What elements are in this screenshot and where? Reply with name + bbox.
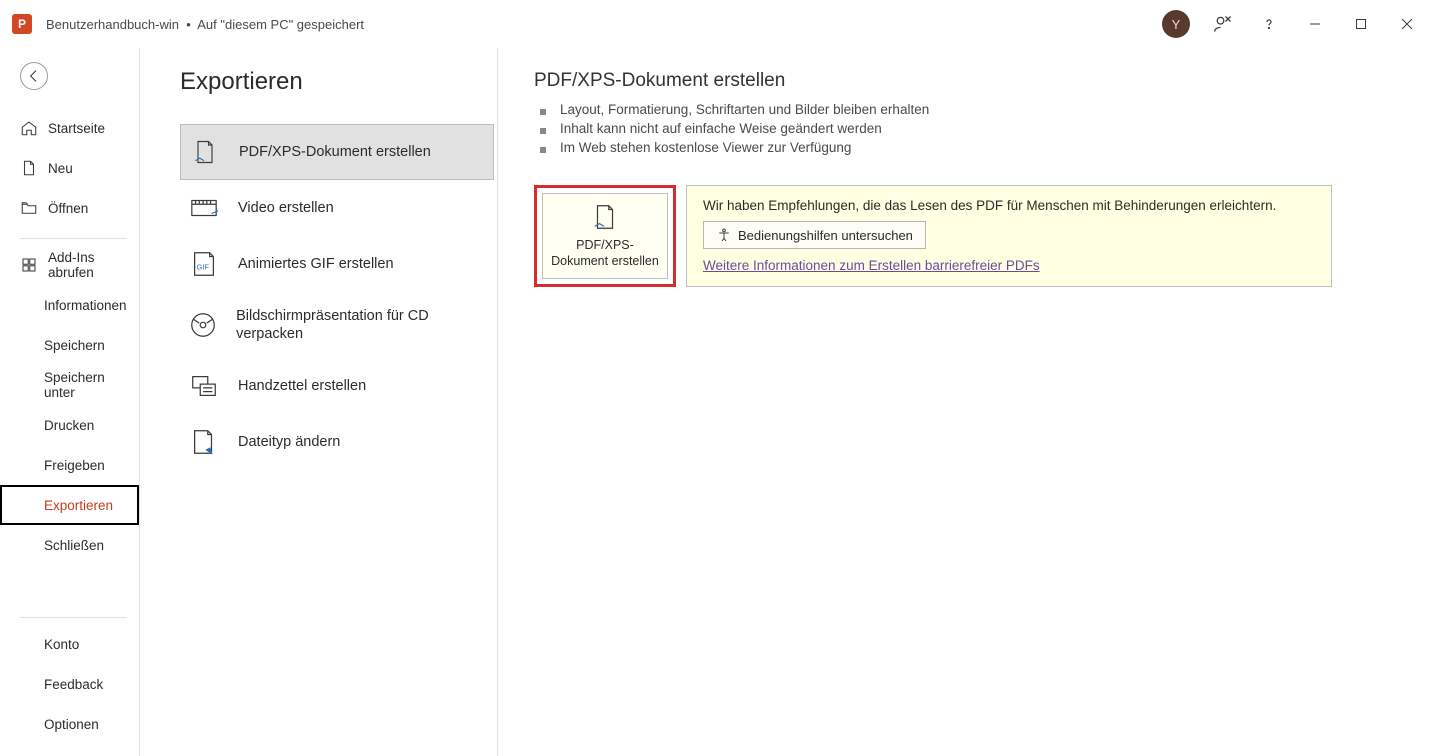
nav-divider-2 (20, 617, 127, 618)
option-change-filetype[interactable]: Dateityp ändern (180, 414, 494, 470)
change-type-icon (188, 426, 220, 458)
nav-info-label: Informationen (44, 298, 127, 313)
option-changetype-label: Dateityp ändern (238, 433, 350, 451)
nav-account[interactable]: Konto (0, 624, 139, 664)
option-pdf-label: PDF/XPS-Dokument erstellen (239, 143, 441, 161)
nav-divider-1 (20, 238, 127, 239)
nav-options[interactable]: Optionen (0, 704, 139, 744)
save-location: Auf "diesem PC" gespeichert (197, 17, 364, 32)
option-package-cd[interactable]: Bildschirmpräsentation für CD verpacken (180, 292, 494, 358)
nav-open-label: Öffnen (48, 201, 88, 216)
gif-icon: GIF (188, 248, 220, 280)
nav-print[interactable]: Drucken (0, 405, 139, 445)
backstage-nav: Startseite Neu Öffnen Add-Ins abrufen In… (0, 48, 140, 756)
option-pdf-xps[interactable]: PDF/XPS-Dokument erstellen (180, 124, 494, 180)
minimize-button[interactable] (1292, 1, 1338, 47)
handouts-icon (188, 370, 220, 402)
nav-start-label: Startseite (48, 121, 105, 136)
feature-item: Inhalt kann nicht auf einfache Weise geä… (538, 119, 1418, 138)
svg-text:GIF: GIF (197, 263, 210, 272)
option-package-label: Bildschirmpräsentation für CD verpacken (236, 307, 494, 343)
nav-saveas[interactable]: Speichern unter (0, 365, 139, 405)
create-pdf-button-label: PDF/XPS- Dokument erstellen (551, 238, 659, 269)
nav-feedback[interactable]: Feedback (0, 664, 139, 704)
option-video[interactable]: Video erstellen (180, 180, 494, 236)
help-icon[interactable] (1246, 1, 1292, 47)
nav-export-label: Exportieren (44, 498, 113, 513)
nav-close-label: Schließen (44, 538, 104, 553)
check-accessibility-label: Bedienungshilfen untersuchen (738, 228, 913, 243)
nav-feedback-label: Feedback (44, 677, 103, 692)
app-icon (12, 14, 32, 34)
create-pdf-highlight: PDF/XPS- Dokument erstellen (534, 185, 676, 287)
nav-new[interactable]: Neu (0, 148, 139, 188)
page-title: Exportieren (180, 68, 497, 96)
option-video-label: Video erstellen (238, 199, 344, 217)
accessibility-icon (716, 227, 732, 243)
pdf-export-icon (590, 202, 620, 232)
feature-item: Im Web stehen kostenlose Viewer zur Verf… (538, 138, 1418, 157)
feature-list: Layout, Formatierung, Schriftarten und B… (538, 100, 1418, 157)
accessibility-message: Wir haben Empfehlungen, die das Lesen de… (703, 198, 1315, 213)
option-gif-label: Animiertes GIF erstellen (238, 255, 404, 273)
nav-save-label: Speichern (44, 338, 105, 353)
check-accessibility-button[interactable]: Bedienungshilfen untersuchen (703, 221, 926, 249)
nav-share[interactable]: Freigeben (0, 445, 139, 485)
back-button[interactable] (20, 62, 48, 90)
nav-info[interactable]: Informationen (0, 285, 139, 325)
nav-print-label: Drucken (44, 418, 94, 433)
cd-icon (188, 309, 218, 341)
nav-options-label: Optionen (44, 717, 99, 732)
more-info-link[interactable]: Weitere Informationen zum Erstellen barr… (703, 258, 1040, 273)
nav-close[interactable]: Schließen (0, 525, 139, 565)
nav-addins-label: Add-Ins abrufen (48, 250, 139, 280)
user-avatar[interactable]: Y (1162, 10, 1190, 38)
export-content-pane: PDF/XPS-Dokument erstellen Layout, Forma… (498, 48, 1438, 756)
doc-name: Benutzerhandbuch-win (46, 17, 179, 32)
accessibility-info-box: Wir haben Empfehlungen, die das Lesen de… (686, 185, 1332, 287)
nav-start[interactable]: Startseite (0, 108, 139, 148)
document-title: Benutzerhandbuch-win • Auf "diesem PC" g… (46, 17, 364, 32)
nav-open[interactable]: Öffnen (0, 188, 139, 228)
video-icon (188, 192, 220, 224)
nav-export[interactable]: Exportieren (0, 485, 139, 525)
nav-new-label: Neu (48, 161, 73, 176)
coming-soon-icon[interactable] (1200, 1, 1246, 47)
maximize-button[interactable] (1338, 1, 1384, 47)
option-gif[interactable]: GIF Animiertes GIF erstellen (180, 236, 494, 292)
content-heading: PDF/XPS-Dokument erstellen (534, 70, 1418, 92)
export-options-list: Exportieren PDF/XPS-Dokument erstellen V… (140, 48, 498, 756)
nav-account-label: Konto (44, 637, 79, 652)
nav-save[interactable]: Speichern (0, 325, 139, 365)
option-handouts-label: Handzettel erstellen (238, 377, 376, 395)
feature-item: Layout, Formatierung, Schriftarten und B… (538, 100, 1418, 119)
create-pdf-button[interactable]: PDF/XPS- Dokument erstellen (542, 193, 668, 279)
option-handouts[interactable]: Handzettel erstellen (180, 358, 494, 414)
pdf-icon (189, 136, 221, 168)
nav-share-label: Freigeben (44, 458, 105, 473)
close-window-button[interactable] (1384, 1, 1430, 47)
nav-addins[interactable]: Add-Ins abrufen (0, 245, 139, 285)
nav-saveas-label: Speichern unter (44, 370, 139, 400)
